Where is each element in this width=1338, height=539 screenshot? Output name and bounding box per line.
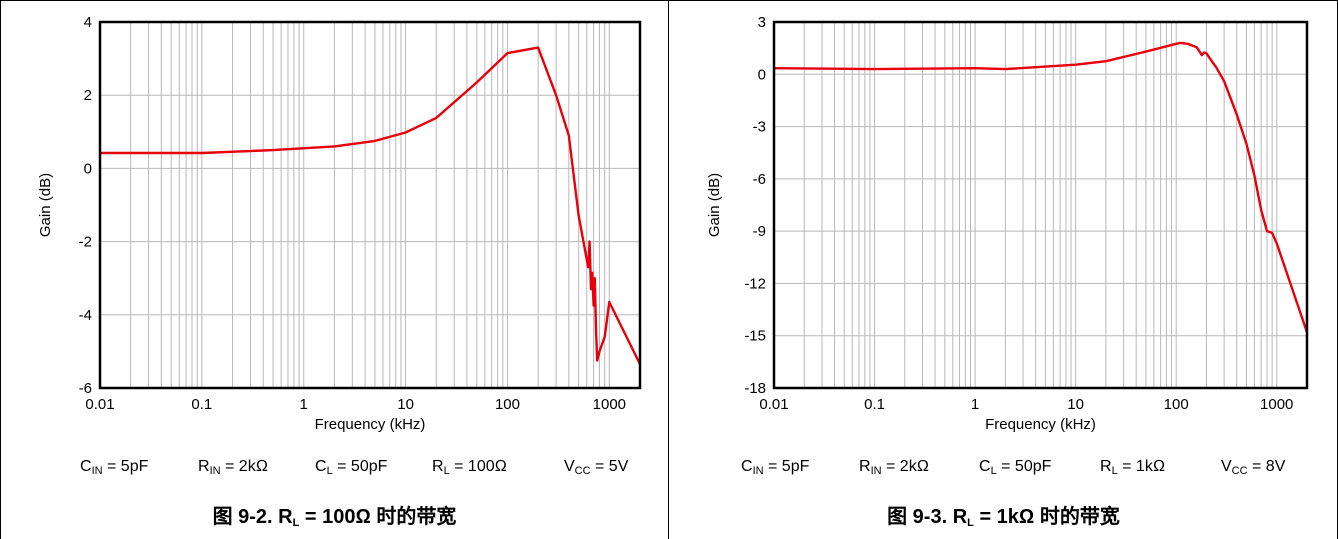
y-tick-label: -2 <box>79 234 92 251</box>
gain-series-line <box>773 41 1309 333</box>
y-tick-label: -12 <box>744 275 766 292</box>
x-tick-label: 1000 <box>593 396 626 413</box>
y-tick-label: -18 <box>744 380 766 397</box>
frame-left-border <box>0 0 1 539</box>
panel-divider <box>668 0 669 539</box>
gain-chart-left: 4 2 0 -2 -4 -60.01 0.1 1 10 100 1000 Frequency (kHz… <box>37 14 642 433</box>
y-tick-label: 3 <box>758 14 766 31</box>
cond-c-in: CIN = 5pF <box>80 458 149 477</box>
x-tick-label: 100 <box>495 396 520 413</box>
cond-c-l: CL = 50pF <box>315 458 388 477</box>
x-tick-label: 0.1 <box>191 396 212 413</box>
plot-area-frame <box>98 20 642 390</box>
y-tick-label: -3 <box>753 119 766 136</box>
x-tick-label: 10 <box>397 396 414 413</box>
cond-r-l: RL = 1kΩ <box>1100 458 1166 477</box>
y-tick-label: 2 <box>84 87 92 104</box>
y-tick-label: -6 <box>753 171 766 188</box>
gain-series-line <box>100 46 642 365</box>
cond-r-in: RIN = 2kΩ <box>859 458 929 477</box>
chart-panel-right: 3 0 -3 -6 -9 -12 -15 -18 0.01 0.1 1 10 100 1000 Freque… <box>669 0 1338 539</box>
cond-v-cc: VCC = 8V <box>1221 458 1286 477</box>
y-tick-label: 4 <box>84 14 92 31</box>
x-tick-label: 0.01 <box>759 396 788 413</box>
x-tick-label: 10 <box>1067 396 1084 413</box>
frame-top-border <box>0 0 1338 1</box>
y-tick-label: -15 <box>744 328 766 345</box>
y-tick-label: -9 <box>753 223 766 240</box>
y-tick-label: -6 <box>79 380 92 397</box>
cond-c-l: CL = 50pF <box>979 458 1052 477</box>
chart-panel-left: 4 2 0 -2 -4 -6 0.01 0.1 1 10 100 1000 Frequency (kHz… <box>37 14 642 529</box>
x-tick-label: 1 <box>300 396 308 413</box>
cond-v-cc: VCC = 5V <box>564 458 629 477</box>
y-tick-label: 0 <box>758 66 766 83</box>
gain-chart-right: 3 0 -3 -6 -9 -12 -15 -180.01 0.1 1 10 100 1000 Freque… <box>706 14 1309 433</box>
x-tick-label: 1 <box>971 396 979 413</box>
x-axis-title: Frequency (kHz) <box>985 416 1096 433</box>
x-tick-label: 0.1 <box>864 396 885 413</box>
cond-c-in: CIN = 5pF <box>741 458 810 477</box>
x-tick-label: 100 <box>1164 396 1189 413</box>
figure-caption-right: 图 9-3. RL = 1kΩ 时的带宽 <box>887 506 1120 529</box>
grid <box>99 21 641 389</box>
figure-caption-left: 图 9-2. RL = 100Ω 时的带宽 <box>212 506 457 529</box>
y-axis-title: Gain (dB) <box>37 173 54 237</box>
x-tick-label: 1000 <box>1260 396 1293 413</box>
x-tick-label: 0.01 <box>85 396 114 413</box>
x-axis-title: Frequency (kHz) <box>315 416 426 433</box>
y-axis-title: Gain (dB) <box>706 173 723 237</box>
plot-area-frame <box>772 20 1309 390</box>
grid <box>773 21 1308 389</box>
cond-r-l: RL = 100Ω <box>432 458 507 477</box>
y-tick-label: 0 <box>84 160 92 177</box>
y-tick-label: -4 <box>79 307 92 324</box>
cond-r-in: RIN = 2kΩ <box>198 458 268 477</box>
